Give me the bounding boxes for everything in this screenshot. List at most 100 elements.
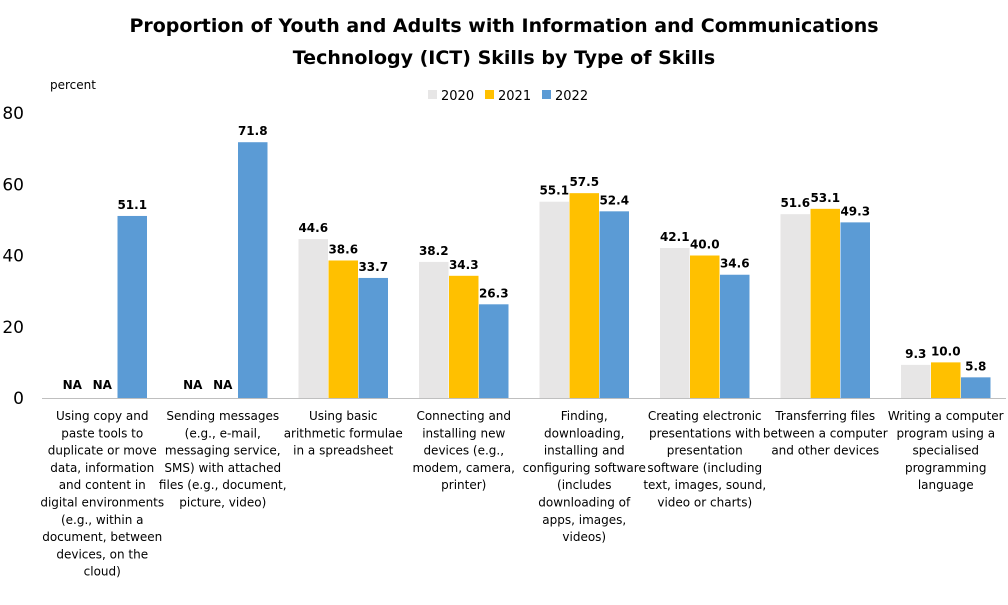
x-category-label-line: (e.g., within a: [61, 513, 144, 527]
x-category-label: Sending messages (e.g., e-mail, messaging …: [159, 409, 287, 510]
x-category-label: Using basic arithmetic formulae in a sprea…: [284, 409, 403, 458]
x-category-label-line: presentations with: [649, 426, 760, 440]
x-category-label-line: Using copy and: [56, 409, 148, 423]
x-category-label-line: modem, camera,: [413, 461, 515, 475]
bar-2022-cat-4: [479, 304, 509, 398]
data-label: 52.4: [599, 193, 629, 207]
data-label: 26.3: [479, 286, 509, 300]
na-label: NA: [213, 378, 233, 392]
x-category-label: Transferring files between a computer and …: [763, 409, 888, 458]
x-category-label-line: files (e.g., document,: [159, 478, 287, 492]
y-tick-label: 20: [2, 318, 24, 338]
bar-2020-cat-5: [539, 201, 569, 398]
data-label: 49.3: [840, 204, 870, 218]
x-category-label-line: apps, images,: [542, 513, 626, 527]
legend-swatch-2021: [485, 90, 494, 99]
data-label: 42.1: [660, 230, 690, 244]
x-category-label-line: presentation: [667, 444, 743, 458]
x-category-label-line: in a spreadsheet: [293, 444, 393, 458]
data-label: 38.2: [419, 244, 449, 258]
chart-title: Proportion of Youth and Adults with Info…: [129, 15, 878, 69]
x-category-label-line: installing new: [422, 426, 505, 440]
bar-2020-cat-7: [780, 214, 810, 398]
bar-2020-cat-8: [901, 364, 931, 398]
data-label: 40.0: [690, 238, 720, 252]
bar-2022-cat-8: [961, 377, 991, 398]
y-axis-unit-label: percent: [50, 78, 96, 92]
x-category-label-line: Connecting and: [416, 409, 511, 423]
x-category-label: Finding, downloading, installing and config…: [523, 409, 646, 544]
bar-2020-cat-4: [419, 261, 449, 398]
x-category-label-line: Finding,: [561, 409, 608, 423]
y-tick-label: 40: [2, 247, 24, 267]
x-category-label-line: devices, on the: [56, 547, 148, 561]
x-category-label-line: Transferring files: [774, 409, 875, 423]
x-category-label-line: programming: [905, 461, 986, 475]
data-label: 34.6: [720, 257, 750, 271]
y-tick-label: 60: [2, 175, 24, 195]
x-category-label-line: Using basic: [309, 409, 378, 423]
x-category-label-line: videos): [562, 530, 606, 544]
bar-2021-cat-8: [931, 362, 961, 398]
bars: [117, 142, 991, 398]
legend-label-2022: 2022: [555, 89, 588, 104]
x-category-label-line: software (including: [647, 461, 762, 475]
bar-2021-cat-4: [449, 275, 479, 398]
x-category-label-line: video or charts): [657, 496, 752, 510]
bar-2022-cat-2: [238, 142, 268, 398]
x-category-label-line: program using a: [896, 426, 995, 440]
x-category-label-line: Sending messages: [166, 409, 279, 423]
legend: 2020 2021 2022: [428, 89, 588, 104]
x-category-label-line: SMS) with attached: [164, 461, 281, 475]
bar-2022-cat-3: [358, 277, 388, 398]
data-label: 53.1: [810, 191, 840, 205]
x-category-label-line: installing and: [544, 444, 625, 458]
chart-title-line-2: Technology (ICT) Skills by Type of Skill…: [293, 47, 716, 69]
x-category-label-line: cloud): [84, 565, 121, 579]
bar-2022-cat-7: [840, 222, 870, 398]
data-label: 10.0: [931, 344, 961, 358]
data-label: 51.1: [117, 198, 147, 212]
bar-2021-cat-3: [328, 260, 358, 398]
na-label: NA: [93, 378, 113, 392]
x-category-label-line: devices (e.g.,: [423, 444, 504, 458]
legend-label-2021: 2021: [498, 89, 531, 104]
x-category-label-line: data, information: [50, 461, 154, 475]
category-labels: Using copy and paste tools to duplicate or…: [40, 409, 1003, 579]
legend-swatch-2020: [428, 90, 437, 99]
x-category-label-line: (e.g., e-mail,: [185, 426, 261, 440]
bar-2021-cat-5: [569, 193, 599, 398]
x-category-label: Creating electronic presentations with pre…: [643, 409, 766, 510]
x-category-label: Using copy and paste tools to duplicate or…: [40, 409, 164, 579]
x-category-label-line: digital environments: [40, 496, 164, 510]
y-tick-label: 0: [13, 389, 24, 409]
data-label: 38.6: [328, 242, 358, 256]
bar-2022-cat-1: [117, 215, 147, 398]
data-label: 71.8: [238, 124, 268, 138]
x-category-label-line: duplicate or move: [48, 444, 157, 458]
bar-2022-cat-6: [720, 274, 750, 398]
data-label: 34.3: [449, 258, 479, 272]
data-label: 44.6: [298, 221, 328, 235]
bar-2021-cat-6: [690, 255, 720, 398]
x-category-label: Writing a computer program using a special…: [888, 409, 1004, 492]
data-label: 5.8: [965, 359, 986, 373]
bar-2020-cat-6: [660, 248, 690, 398]
x-category-label-line: paste tools to: [61, 426, 143, 440]
y-axis: 0 20 40 60 80: [2, 104, 24, 409]
data-label: 9.3: [905, 347, 926, 361]
x-category-label-line: arithmetic formulae: [284, 426, 403, 440]
x-category-label-line: document, between: [42, 530, 162, 544]
legend-label-2020: 2020: [441, 89, 474, 104]
bar-2020-cat-3: [298, 239, 328, 398]
na-label: NA: [63, 378, 83, 392]
bar-2021-cat-7: [810, 208, 840, 398]
data-label: 51.6: [780, 196, 810, 210]
x-category-label-line: Writing a computer: [888, 409, 1004, 423]
y-tick-label: 80: [2, 104, 24, 124]
x-category-label-line: language: [918, 478, 974, 492]
x-category-label-line: between a computer: [763, 426, 888, 440]
x-category-label-line: Creating electronic: [648, 409, 762, 423]
x-category-label-line: text, images, sound,: [643, 478, 766, 492]
